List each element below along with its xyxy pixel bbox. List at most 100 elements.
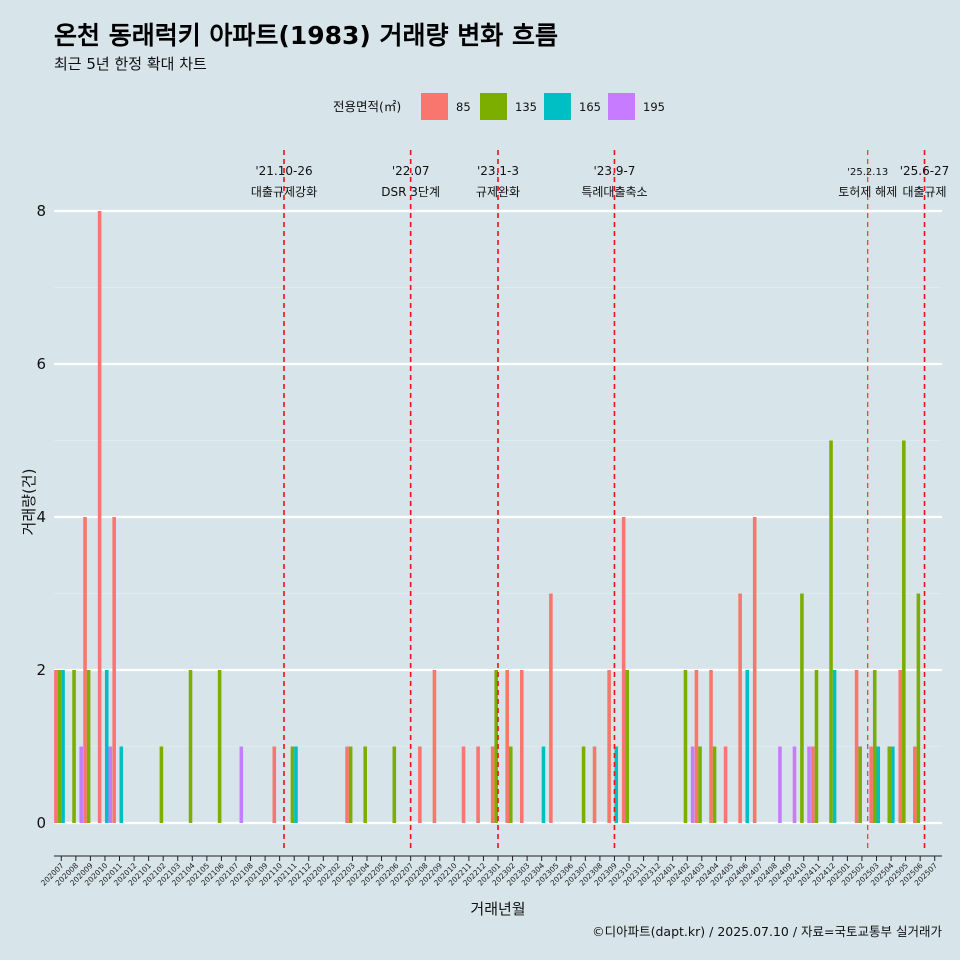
y-tick-2: 2 bbox=[36, 661, 46, 679]
event-label-0: 대출규제강화 bbox=[251, 185, 317, 199]
bar-85-202406 bbox=[738, 593, 742, 823]
bar-85-202110 bbox=[272, 746, 277, 823]
bar-85-202209 bbox=[432, 670, 437, 823]
bar-85-202506 bbox=[913, 746, 917, 823]
bar-165-202011 bbox=[119, 746, 124, 823]
bar-85-202503 bbox=[869, 746, 873, 823]
y-tick-0: 0 bbox=[36, 814, 46, 832]
bar-135-202410 bbox=[800, 593, 804, 823]
event-label-3: 특례대출축소 bbox=[581, 185, 647, 199]
bar-165-202007 bbox=[61, 670, 65, 823]
bar-135-202301 bbox=[494, 670, 498, 823]
bar-135-202203 bbox=[348, 746, 353, 823]
event-date-3: '23.9-7 bbox=[593, 164, 635, 178]
y-axis: 0 2 4 6 8 bbox=[36, 202, 46, 832]
bar-135-202412 bbox=[829, 440, 833, 823]
bar-85-202301 bbox=[490, 746, 495, 823]
events: '21.10-26 대출규제강화 '22.07 DSR 3단계 '23.1-3 규제완화 '… bbox=[251, 150, 949, 850]
bar-85-202310 bbox=[621, 517, 626, 823]
bar-195-202410 bbox=[807, 746, 811, 823]
legend-swatch-85 bbox=[421, 93, 448, 120]
bar-85-202203 bbox=[345, 746, 349, 823]
bar-135-202402 bbox=[683, 670, 688, 823]
event-date-2: '23.1-3 bbox=[477, 164, 519, 178]
bar-135-202411 bbox=[814, 670, 819, 823]
bar-85-202007 bbox=[54, 670, 58, 823]
bar-135-202206 bbox=[392, 746, 397, 823]
event-label-5: 대출규제 bbox=[902, 185, 946, 199]
bar-85-202208 bbox=[418, 746, 422, 823]
chart-subtitle: 최근 5년 한정 확대 차트 bbox=[54, 55, 207, 73]
bar-135-202307 bbox=[581, 746, 586, 823]
bar-135-202505 bbox=[902, 440, 906, 823]
x-axis-label: 거래년월 bbox=[470, 900, 525, 918]
bar-195-202008 bbox=[79, 746, 83, 823]
bar-85-202505 bbox=[898, 670, 903, 823]
event-date-1: '22.07 bbox=[392, 164, 430, 178]
bar-85-202302 bbox=[505, 670, 509, 823]
bar-85-202405 bbox=[723, 746, 728, 823]
chart-title: 온천 동래럭키 아파트(1983) 거래량 변화 흐름 bbox=[54, 21, 558, 50]
bar-85-202212 bbox=[476, 746, 480, 823]
bar-135-202104 bbox=[188, 670, 193, 823]
bar-135-202403 bbox=[698, 746, 702, 823]
legend-swatch-135 bbox=[480, 93, 507, 120]
legend-label-135: 135 bbox=[515, 100, 537, 114]
bar-85-202403 bbox=[694, 670, 699, 823]
bar-85-202308 bbox=[592, 746, 597, 823]
bar-195-202408 bbox=[778, 746, 782, 823]
bar-195-202409 bbox=[792, 746, 797, 823]
bar-85-202211 bbox=[461, 746, 466, 823]
event-label-1: DSR 3단계 bbox=[381, 185, 440, 199]
event-date-4: '25.2.13 bbox=[847, 167, 888, 178]
bar-195-202402 bbox=[690, 746, 695, 823]
bar-85-202502 bbox=[854, 670, 859, 823]
bar-135-202310 bbox=[625, 670, 630, 823]
bar-165-202412 bbox=[832, 670, 837, 823]
legend-title: 전용면적(㎡) bbox=[333, 99, 401, 114]
bar-85-202011 bbox=[112, 517, 116, 823]
legend-swatch-165 bbox=[544, 93, 571, 120]
legend-swatch-195 bbox=[608, 93, 635, 120]
bar-85-202404 bbox=[709, 670, 713, 823]
bar-165-202504 bbox=[891, 746, 895, 823]
bar-165-202406 bbox=[745, 670, 750, 823]
bar-195-202107 bbox=[239, 746, 244, 823]
bar-135-202007 bbox=[57, 670, 62, 823]
bar-165-202304 bbox=[541, 746, 546, 823]
bar-165-202309 bbox=[614, 746, 619, 823]
bar-85-202407 bbox=[752, 517, 757, 823]
bar-195-202010 bbox=[108, 746, 113, 823]
bar-165-202010 bbox=[104, 670, 109, 823]
bar-85-202009 bbox=[83, 517, 87, 823]
bar-135-202506 bbox=[916, 593, 921, 823]
y-tick-4: 4 bbox=[36, 508, 46, 526]
bar-135-202302 bbox=[508, 746, 513, 823]
y-tick-8: 8 bbox=[36, 202, 46, 220]
bar-135-202009 bbox=[86, 670, 91, 823]
legend-label-195: 195 bbox=[643, 100, 665, 114]
caption: ©디아파트(dapt.kr) / 2025.07.10 / 자료=국토교통부 실… bbox=[592, 924, 942, 939]
bar-135-202102 bbox=[159, 746, 164, 823]
event-label-4: 토허제 해제 bbox=[838, 185, 897, 199]
bar-135-202504 bbox=[887, 746, 892, 823]
x-axis: 2020072020082020092020102020112020122021… bbox=[39, 855, 942, 888]
bar-135-202404 bbox=[712, 746, 717, 823]
legend: 전용면적(㎡) 85 135 165 195 bbox=[333, 93, 665, 120]
bar-135-202111 bbox=[290, 746, 295, 823]
bar-135-202106 bbox=[217, 670, 222, 823]
bar-165-202111 bbox=[294, 746, 298, 823]
bar-85-202305 bbox=[549, 593, 553, 823]
bars bbox=[54, 211, 921, 823]
y-tick-6: 6 bbox=[36, 355, 46, 373]
bar-135-202008 bbox=[72, 670, 76, 823]
bar-165-202503 bbox=[876, 746, 881, 823]
bar-135-202502 bbox=[858, 746, 862, 823]
y-axis-label: 거래량(건) bbox=[20, 469, 38, 536]
bar-85-202303 bbox=[519, 670, 524, 823]
event-date-5: '25.6-27 bbox=[900, 164, 950, 178]
legend-label-165: 165 bbox=[579, 100, 601, 114]
bar-135-202204 bbox=[363, 746, 367, 823]
